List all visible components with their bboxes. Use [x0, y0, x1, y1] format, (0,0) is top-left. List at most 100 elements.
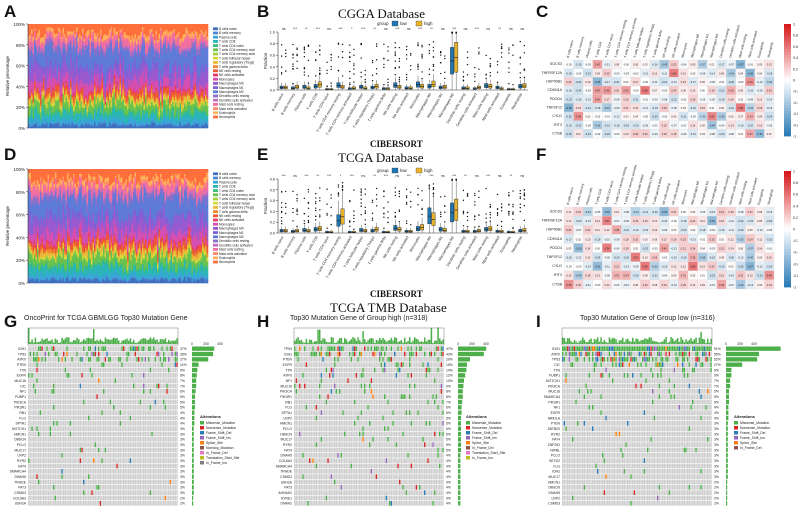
area-band-cell — [136, 90, 138, 93]
area-band-cell — [107, 193, 110, 200]
area-band-cell — [64, 228, 66, 242]
area-band-cell — [94, 38, 96, 42]
area-band-cell — [64, 108, 66, 110]
area-band-cell — [32, 52, 35, 55]
area-band-cell — [116, 215, 119, 229]
area-band-cell — [131, 95, 134, 98]
area-band-cell — [202, 102, 204, 104]
area-band-cell — [169, 122, 171, 125]
area-band-cell — [134, 43, 137, 49]
area-band-cell — [194, 38, 197, 43]
area-band-cell — [74, 227, 77, 240]
area-band-cell — [89, 216, 92, 221]
area-band-cell — [125, 95, 128, 98]
area-band-cell — [148, 273, 150, 279]
area-band-cell — [46, 83, 48, 89]
area-band-cell — [127, 205, 129, 209]
area-band-cell — [200, 112, 203, 119]
area-band-cell — [38, 98, 41, 100]
area-band-cell — [98, 88, 101, 92]
area-band-cell — [82, 279, 84, 284]
area-band-cell — [50, 180, 53, 186]
panel-label-c: C — [536, 2, 549, 21]
area-band-cell — [103, 41, 105, 49]
area-band-cell — [145, 92, 147, 96]
area-band-cell — [71, 180, 74, 186]
area-band-cell — [53, 259, 56, 265]
area-band-cell — [115, 251, 117, 253]
area-band-cell — [88, 39, 90, 46]
area-band-cell — [49, 269, 51, 273]
area-band-cell — [44, 37, 47, 39]
area-band-cell — [149, 169, 152, 182]
area-band-cell — [47, 101, 50, 115]
area-band-cell — [103, 91, 105, 94]
area-band-cell — [137, 45, 140, 49]
area-band-cell — [130, 253, 132, 259]
area-band-cell — [85, 102, 87, 104]
area-band-cell — [28, 221, 30, 234]
area-band-cell — [187, 46, 189, 50]
area-band-cell — [169, 186, 171, 195]
area-band-cell — [76, 249, 78, 254]
area-band-cell — [202, 45, 204, 49]
area-band-cell — [61, 263, 63, 267]
area-band-cell — [158, 24, 161, 34]
area-band-cell — [145, 54, 147, 57]
area-band-cell — [158, 247, 161, 258]
area-band-cell — [103, 245, 105, 248]
area-band-cell — [128, 280, 131, 284]
area-band-cell — [59, 126, 62, 129]
area-band-cell — [52, 89, 54, 97]
area-band-cell — [143, 33, 146, 36]
area-band-cell — [179, 115, 182, 122]
area-band-cell — [47, 98, 50, 102]
area-band-cell — [205, 64, 207, 71]
area-band-cell — [202, 90, 204, 97]
area-band-cell — [173, 37, 176, 41]
area-band-cell — [194, 123, 197, 129]
area-band-cell — [140, 96, 143, 99]
area-band-cell — [154, 262, 156, 266]
area-band-cell — [125, 198, 128, 204]
area-band-cell — [67, 172, 69, 180]
area-band-cell — [173, 239, 176, 244]
area-band-cell — [65, 202, 68, 211]
area-band-cell — [178, 125, 180, 128]
area-band-cell — [160, 208, 162, 218]
area-band-cell — [86, 102, 89, 106]
area-band-cell — [35, 47, 38, 59]
area-band-cell — [65, 80, 68, 83]
area-band-cell — [85, 43, 87, 46]
area-band-cell — [167, 218, 170, 223]
area-band-cell — [127, 262, 129, 268]
area-band-cell — [143, 186, 146, 191]
area-band-cell — [121, 251, 123, 254]
area-band-cell — [43, 24, 45, 38]
area-band-cell — [70, 117, 72, 125]
area-band-cell — [155, 103, 158, 109]
area-band-cell — [125, 234, 128, 238]
area-band-cell — [178, 178, 180, 181]
area-band-cell — [61, 24, 63, 38]
area-band-cell — [179, 185, 182, 191]
area-band-cell — [109, 198, 111, 202]
area-band-cell — [130, 249, 132, 254]
area-band-cell — [47, 255, 50, 259]
area-band-cell — [71, 35, 74, 46]
area-band-cell — [68, 69, 71, 75]
area-band-cell — [94, 247, 96, 251]
area-band-cell — [71, 99, 74, 104]
area-band-cell — [118, 95, 120, 98]
area-band-cell — [142, 101, 144, 103]
area-band-cell — [116, 263, 119, 274]
area-band-cell — [109, 29, 111, 36]
area-band-cell — [52, 68, 54, 73]
area-band-cell — [167, 222, 170, 240]
area-band-cell — [59, 184, 62, 188]
area-band-cell — [205, 48, 207, 65]
area-band-cell — [109, 87, 111, 93]
area-band-cell — [116, 243, 119, 251]
area-band-cell — [44, 104, 47, 114]
